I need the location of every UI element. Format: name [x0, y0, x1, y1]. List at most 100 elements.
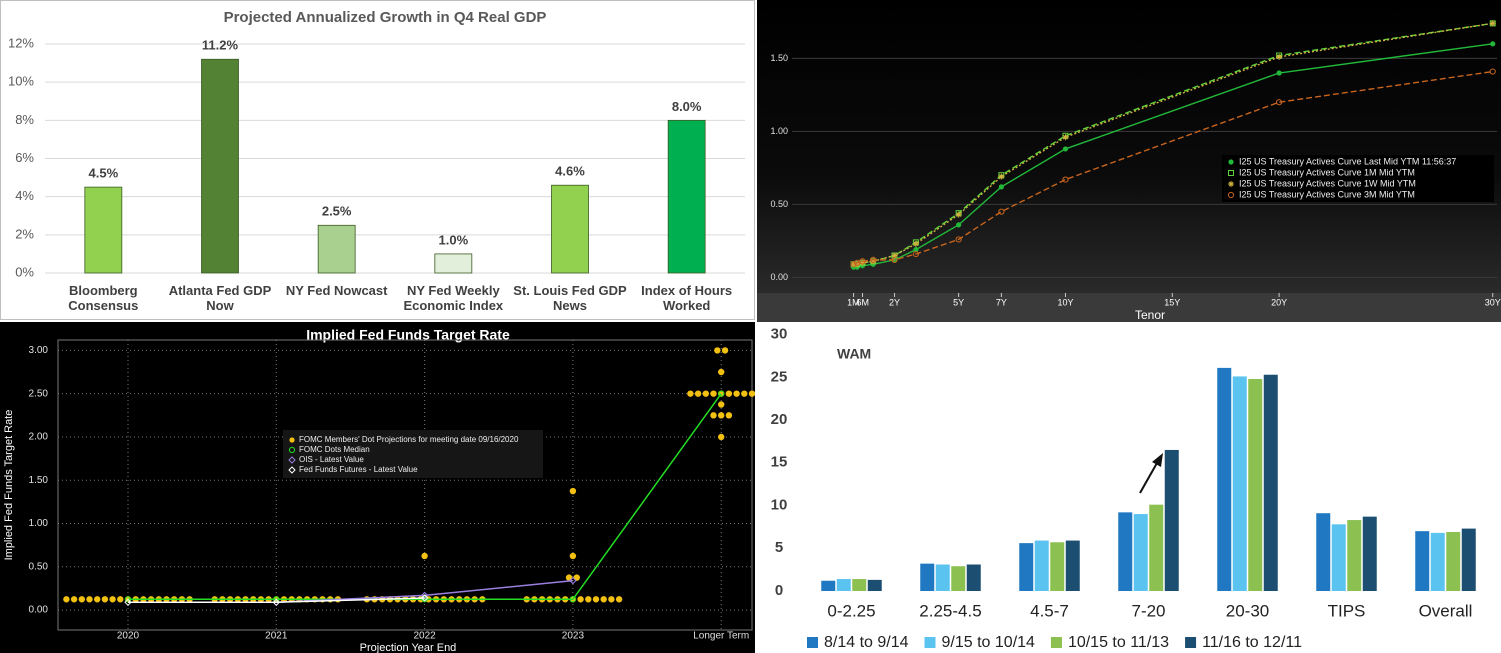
marker — [1062, 176, 1069, 183]
bar — [1133, 514, 1148, 591]
series-line — [128, 597, 425, 604]
arrow-head — [1152, 453, 1163, 467]
y-tick-label: 0.00 — [29, 605, 49, 616]
legend-label: I25 US Treasury Actives Curve 1M Mid YTM — [1239, 167, 1415, 177]
dot — [577, 596, 584, 603]
marker — [913, 247, 919, 253]
bar — [551, 184, 589, 274]
y-tick-label: 0.50 — [770, 199, 788, 209]
x-tick-label: 2.25-4.5 — [919, 601, 981, 620]
y-tick-label: 25 — [771, 368, 788, 385]
panel-bg — [757, 0, 1501, 293]
x-tick-label: 10Y — [1057, 297, 1073, 307]
x-tick-label: 7Y — [996, 297, 1007, 307]
bar — [1446, 532, 1461, 591]
marker — [420, 594, 429, 602]
bar — [667, 119, 706, 274]
dot — [718, 368, 725, 376]
x-tick-label: 20Y — [1271, 297, 1287, 307]
marker — [288, 456, 296, 464]
marker — [272, 598, 281, 607]
y-tick-label: 1.00 — [29, 518, 49, 529]
x-tick-label: 6M — [857, 297, 870, 307]
marker — [1490, 41, 1496, 47]
y-tick-label: 2.50 — [29, 388, 49, 399]
dot — [733, 390, 740, 397]
x-tick-label: Overall — [1419, 601, 1473, 620]
legend-label: OIS - Latest Value — [299, 455, 364, 464]
dot — [748, 390, 755, 397]
dot — [101, 596, 109, 603]
bar — [201, 58, 239, 274]
marker — [1228, 170, 1234, 176]
dot — [600, 596, 607, 603]
legend-label: I25 US Treasury Actives Curve Last Mid Y… — [1239, 156, 1456, 166]
bar — [1362, 516, 1377, 591]
arrow — [1139, 462, 1158, 494]
bar — [1050, 542, 1065, 591]
chart-title: Projected Annualized Growth in Q4 Real G… — [224, 9, 547, 26]
dot — [608, 596, 615, 603]
marker — [1227, 191, 1235, 199]
dot — [109, 596, 116, 603]
marker — [569, 576, 577, 585]
y-tick-label: 1.50 — [29, 475, 49, 486]
marker — [850, 261, 857, 268]
x-tick-label: NY Fed Nowcast — [285, 283, 388, 298]
bar — [1149, 504, 1164, 591]
y-tick-label: 30 — [771, 326, 788, 343]
x-tick-label: TIPS — [1328, 601, 1366, 620]
bar — [317, 224, 356, 274]
dot — [592, 596, 600, 603]
annotation: WAM — [837, 346, 871, 362]
dot — [741, 390, 748, 397]
value-label: 4.5% — [89, 166, 119, 181]
dot — [725, 390, 733, 397]
legend-swatch — [807, 637, 818, 648]
y-tick-label: 2.00 — [29, 432, 49, 443]
marker — [859, 258, 866, 265]
legend-swatch — [1050, 637, 1062, 648]
marker — [912, 240, 919, 247]
dot — [718, 401, 725, 408]
bar — [1248, 379, 1263, 591]
bar — [1065, 540, 1080, 591]
x-tick-label: 2022 — [413, 631, 436, 642]
y-tick-label: 10 — [771, 496, 788, 513]
bar — [1217, 367, 1232, 591]
legend-label: FOMC Dots Median — [299, 445, 370, 454]
axis-band — [757, 293, 1501, 322]
dot — [569, 487, 577, 495]
legend-label: 11/16 to 12/11 — [1202, 634, 1302, 651]
panel-bg — [0, 0, 755, 320]
y-tick-label: 10% — [8, 74, 34, 89]
y-tick-label: 1.50 — [770, 53, 788, 63]
x-tick-label: 7-20 — [1131, 601, 1165, 620]
dot — [702, 390, 709, 397]
bar — [966, 564, 981, 591]
y-tick-label: 0.50 — [29, 561, 49, 572]
bar — [1034, 540, 1049, 591]
dot — [714, 347, 721, 354]
x-tick-label: 0-2.25 — [827, 601, 875, 620]
bar — [836, 579, 851, 591]
x-tick-label: 30Y — [1485, 297, 1501, 307]
value-label: 8.0% — [672, 99, 702, 114]
marker — [859, 259, 866, 266]
panel-bg — [757, 322, 1501, 653]
bar — [434, 253, 473, 274]
bar — [821, 580, 836, 591]
dot — [718, 412, 725, 419]
x-tick-label: 20-30 — [1226, 601, 1269, 620]
dot — [78, 596, 86, 603]
y-axis-label: Implied Fed Funds Target Rate — [3, 410, 15, 561]
marker — [998, 173, 1005, 180]
marker — [288, 466, 296, 474]
dot — [70, 596, 78, 603]
bar — [1461, 528, 1476, 591]
marker — [1276, 70, 1282, 76]
dot — [725, 412, 733, 419]
dot — [63, 596, 70, 603]
legend-label: I25 US Treasury Actives Curve 1W Mid YTM — [1239, 178, 1416, 188]
